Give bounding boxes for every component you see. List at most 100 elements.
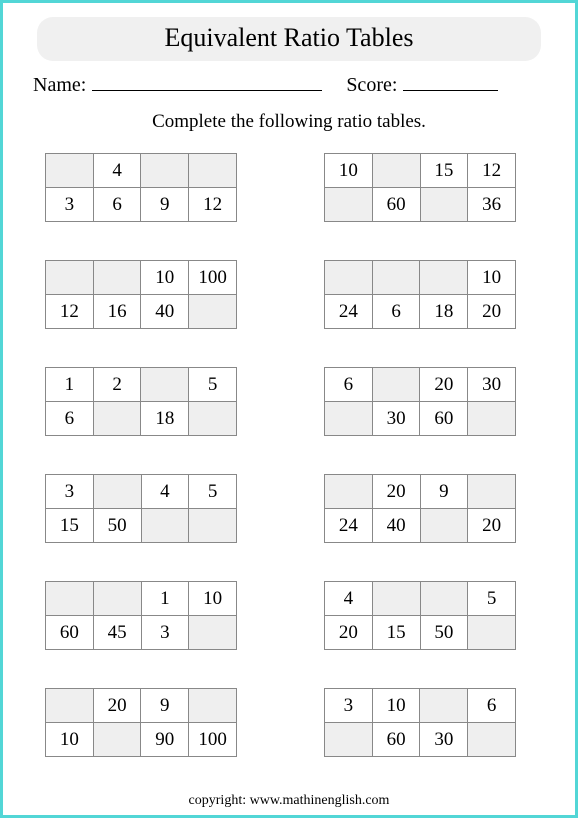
- ratio-cell: 15: [46, 509, 94, 543]
- ratio-cell[interactable]: [93, 723, 141, 757]
- ratio-cell[interactable]: [189, 154, 237, 188]
- ratio-cell[interactable]: [372, 154, 420, 188]
- ratio-cell: 15: [420, 154, 468, 188]
- ratio-cell: 3: [46, 475, 94, 509]
- ratio-cell: 90: [141, 723, 189, 757]
- ratio-cell[interactable]: [468, 402, 516, 436]
- ratio-cell: 6: [372, 295, 420, 329]
- ratio-cell[interactable]: [93, 261, 141, 295]
- ratio-cell: 20: [93, 689, 141, 723]
- ratio-cell[interactable]: [141, 509, 189, 543]
- ratio-cell: 100: [189, 261, 237, 295]
- ratio-cell: 60: [372, 723, 420, 757]
- ratio-cell: 1: [46, 368, 94, 402]
- ratio-cell[interactable]: [325, 402, 373, 436]
- ratio-cell: 40: [141, 295, 189, 329]
- ratio-cell[interactable]: [46, 582, 94, 616]
- ratio-cell[interactable]: [420, 509, 468, 543]
- ratio-cell: 6: [93, 188, 141, 222]
- ratio-cell[interactable]: [46, 261, 94, 295]
- ratio-cell: 18: [141, 402, 189, 436]
- ratio-table: 3 45 1550: [45, 474, 237, 543]
- ratio-cell: 10: [141, 261, 189, 295]
- ratio-cell: 4: [325, 582, 373, 616]
- ratio-cell: 3: [141, 616, 189, 650]
- ratio-cell: 12: [46, 295, 94, 329]
- ratio-cell: 3: [46, 188, 94, 222]
- ratio-cell: 20: [468, 295, 516, 329]
- ratio-cell[interactable]: [468, 475, 516, 509]
- ratio-cell: 9: [420, 475, 468, 509]
- ratio-cell: 12: [468, 154, 516, 188]
- ratio-cell: 20: [325, 616, 373, 650]
- copyright-footer: copyright: www.mathinenglish.com: [3, 793, 575, 809]
- ratio-cell[interactable]: [93, 402, 141, 436]
- ratio-cell: 60: [372, 188, 420, 222]
- ratio-cell[interactable]: [420, 689, 468, 723]
- ratio-cell: 12: [189, 188, 237, 222]
- ratio-cell: 30: [372, 402, 420, 436]
- ratio-cell[interactable]: [141, 154, 189, 188]
- ratio-cell: 60: [420, 402, 468, 436]
- ratio-cell[interactable]: [372, 261, 420, 295]
- ratio-cell: 20: [468, 509, 516, 543]
- ratio-cell[interactable]: [325, 188, 373, 222]
- ratio-cell[interactable]: [325, 261, 373, 295]
- name-blank[interactable]: [92, 73, 322, 91]
- instruction-text: Complete the following ratio tables.: [27, 111, 551, 133]
- ratio-cell: 10: [468, 261, 516, 295]
- ratio-cell[interactable]: [468, 616, 516, 650]
- ratio-table: 436912: [45, 153, 237, 222]
- ratio-cell: 9: [141, 188, 189, 222]
- ratio-cell: 3: [325, 689, 373, 723]
- ratio-cell[interactable]: [93, 582, 141, 616]
- ratio-cell: 1: [141, 582, 189, 616]
- ratio-cell: 10: [46, 723, 94, 757]
- ratio-cell: 6: [468, 689, 516, 723]
- ratio-cell[interactable]: [420, 188, 468, 222]
- ratio-table: 11060453: [45, 581, 237, 650]
- ratio-cell: 9: [141, 689, 189, 723]
- ratio-cell[interactable]: [372, 582, 420, 616]
- ratio-cell[interactable]: [189, 295, 237, 329]
- ratio-cell[interactable]: [189, 616, 237, 650]
- ratio-cell[interactable]: [141, 368, 189, 402]
- ratio-table: 209244020: [324, 474, 516, 543]
- ratio-cell: 5: [189, 475, 237, 509]
- ratio-cell: 20: [420, 368, 468, 402]
- ratio-cell[interactable]: [372, 368, 420, 402]
- ratio-cell: 6: [325, 368, 373, 402]
- ratio-cell[interactable]: [189, 402, 237, 436]
- score-blank[interactable]: [403, 73, 498, 91]
- ratio-cell[interactable]: [325, 475, 373, 509]
- ratio-table: 125618: [45, 367, 237, 436]
- ratio-cell: 24: [325, 509, 373, 543]
- ratio-cell[interactable]: [93, 475, 141, 509]
- name-score-line: Name: Score:: [33, 73, 551, 97]
- ratio-cell[interactable]: [46, 154, 94, 188]
- ratio-table: 6 2030 3060: [324, 367, 516, 436]
- ratio-table: 4 5 201550: [324, 581, 516, 650]
- ratio-cell: 5: [189, 368, 237, 402]
- ratio-cell[interactable]: [189, 689, 237, 723]
- ratio-cell[interactable]: [420, 582, 468, 616]
- ratio-table: 1015126036: [324, 153, 516, 222]
- ratio-cell: 15: [372, 616, 420, 650]
- ratio-cell: 10: [189, 582, 237, 616]
- ratio-cell: 30: [468, 368, 516, 402]
- ratio-cell: 30: [420, 723, 468, 757]
- ratio-cell: 5: [468, 582, 516, 616]
- ratio-cell[interactable]: [46, 689, 94, 723]
- score-label: Score:: [346, 74, 397, 97]
- ratio-cell[interactable]: [325, 723, 373, 757]
- ratio-cell: 6: [46, 402, 94, 436]
- ratio-cell[interactable]: [189, 509, 237, 543]
- ratio-cell: 4: [141, 475, 189, 509]
- ratio-table: 10100 121640: [45, 260, 237, 329]
- ratio-cell: 16: [93, 295, 141, 329]
- ratio-cell: 50: [420, 616, 468, 650]
- ratio-cell[interactable]: [468, 723, 516, 757]
- ratio-cell: 10: [372, 689, 420, 723]
- ratio-cell[interactable]: [420, 261, 468, 295]
- ratio-cell: 50: [93, 509, 141, 543]
